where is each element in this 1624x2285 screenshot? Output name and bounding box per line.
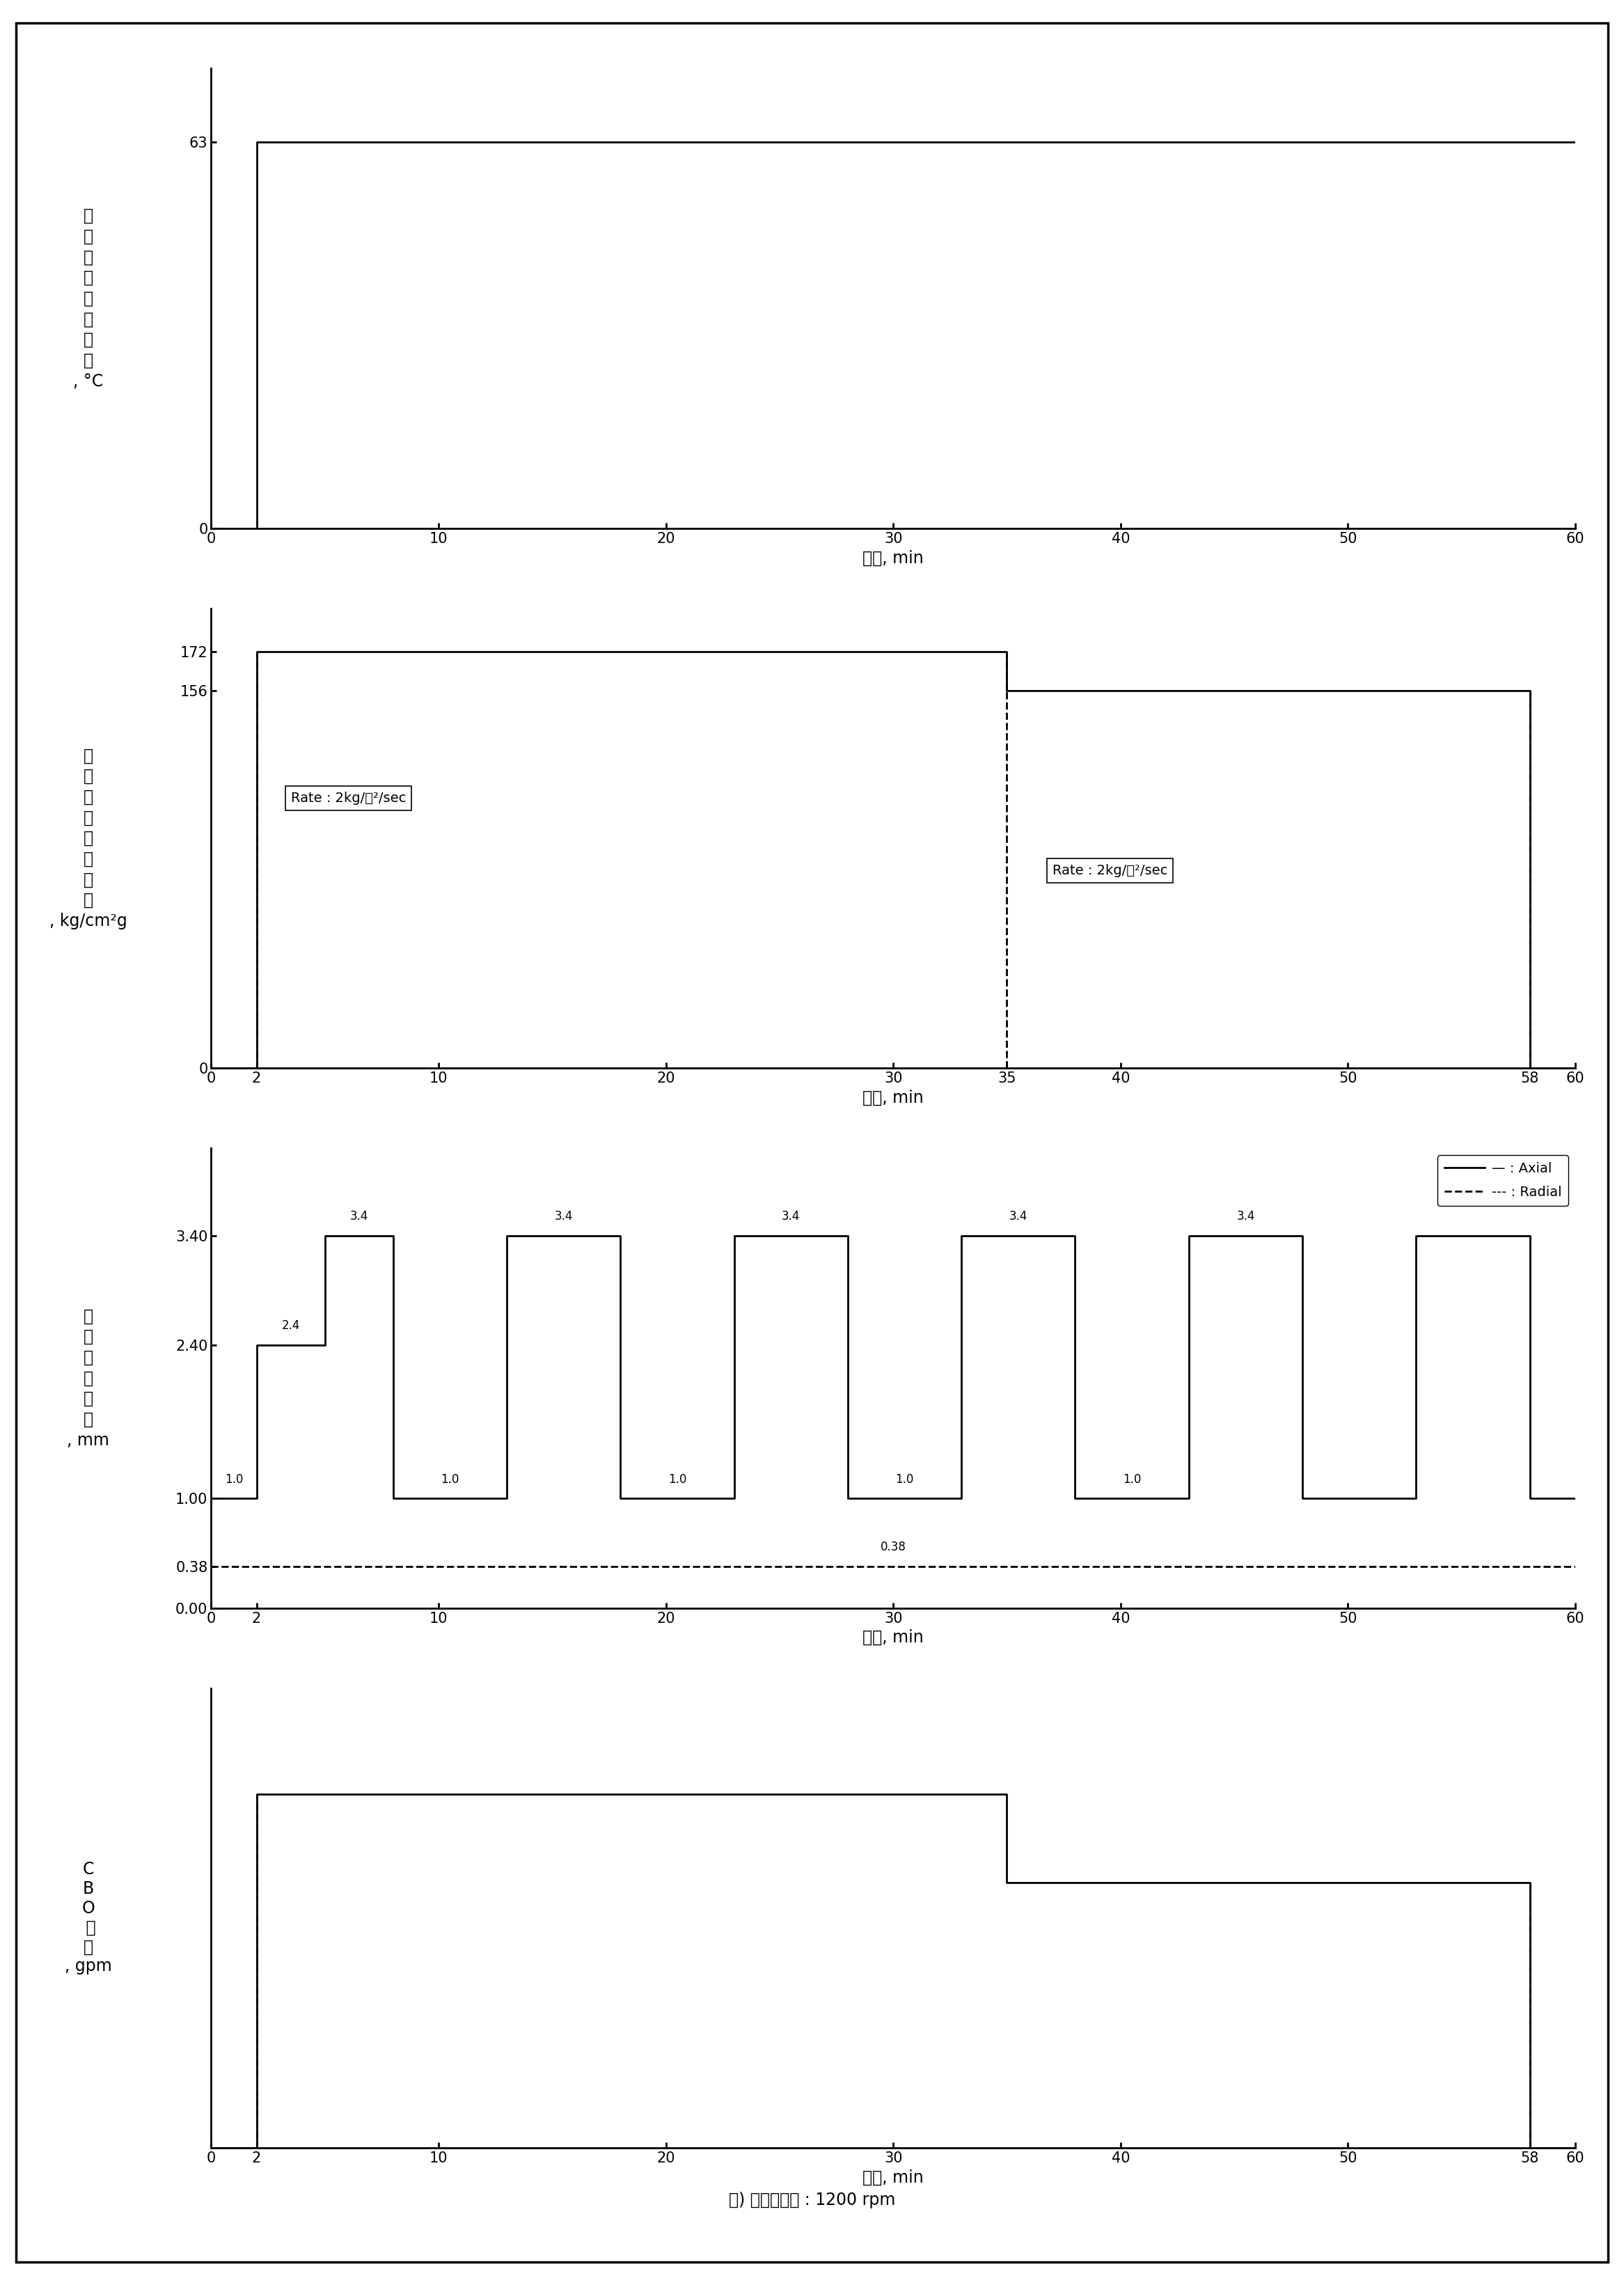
Text: 3.4: 3.4 (1236, 1211, 1255, 1222)
Text: 미
보
조
수
입
력
압
력
, kg/cm²g: 미 보 조 수 입 력 압 력 , kg/cm²g (49, 747, 127, 930)
Text: 미
보
조
수
입
력
온
도
, °C: 미 보 조 수 입 력 온 도 , °C (73, 208, 104, 388)
Text: 1.0: 1.0 (1122, 1474, 1142, 1485)
Text: Rate : 2kg/㎎²/sec: Rate : 2kg/㎎²/sec (1052, 864, 1168, 877)
Text: 0.38: 0.38 (880, 1540, 906, 1554)
Text: 3.4: 3.4 (1009, 1211, 1028, 1222)
X-axis label: 시간, min: 시간, min (862, 1090, 924, 1106)
Text: 주) 욘회전속도 : 1200 rpm: 주) 욘회전속도 : 1200 rpm (729, 2191, 895, 2210)
Text: 3.4: 3.4 (349, 1211, 369, 1222)
Text: 3.4: 3.4 (781, 1211, 801, 1222)
X-axis label: 시간, min: 시간, min (862, 2168, 924, 2187)
Text: C
B
O
 유
량
, gpm: C B O 유 량 , gpm (65, 1862, 112, 1974)
X-axis label: 시간, min: 시간, min (862, 1629, 924, 1645)
Text: 1.0: 1.0 (895, 1474, 914, 1485)
Text: 1.0: 1.0 (440, 1474, 460, 1485)
X-axis label: 시간, min: 시간, min (862, 551, 924, 567)
Text: Rate : 2kg/㎎²/sec: Rate : 2kg/㎎²/sec (291, 791, 406, 804)
Text: 3.4: 3.4 (554, 1211, 573, 1222)
Text: 1.0: 1.0 (224, 1474, 244, 1485)
Legend: — : Axial, --- : Radial: — : Axial, --- : Radial (1437, 1154, 1569, 1206)
Text: 축
방
향
이
동
량
, mm: 축 방 향 이 동 량 , mm (67, 1307, 109, 1449)
Text: 2.4: 2.4 (281, 1321, 300, 1332)
Text: 1.0: 1.0 (667, 1474, 687, 1485)
